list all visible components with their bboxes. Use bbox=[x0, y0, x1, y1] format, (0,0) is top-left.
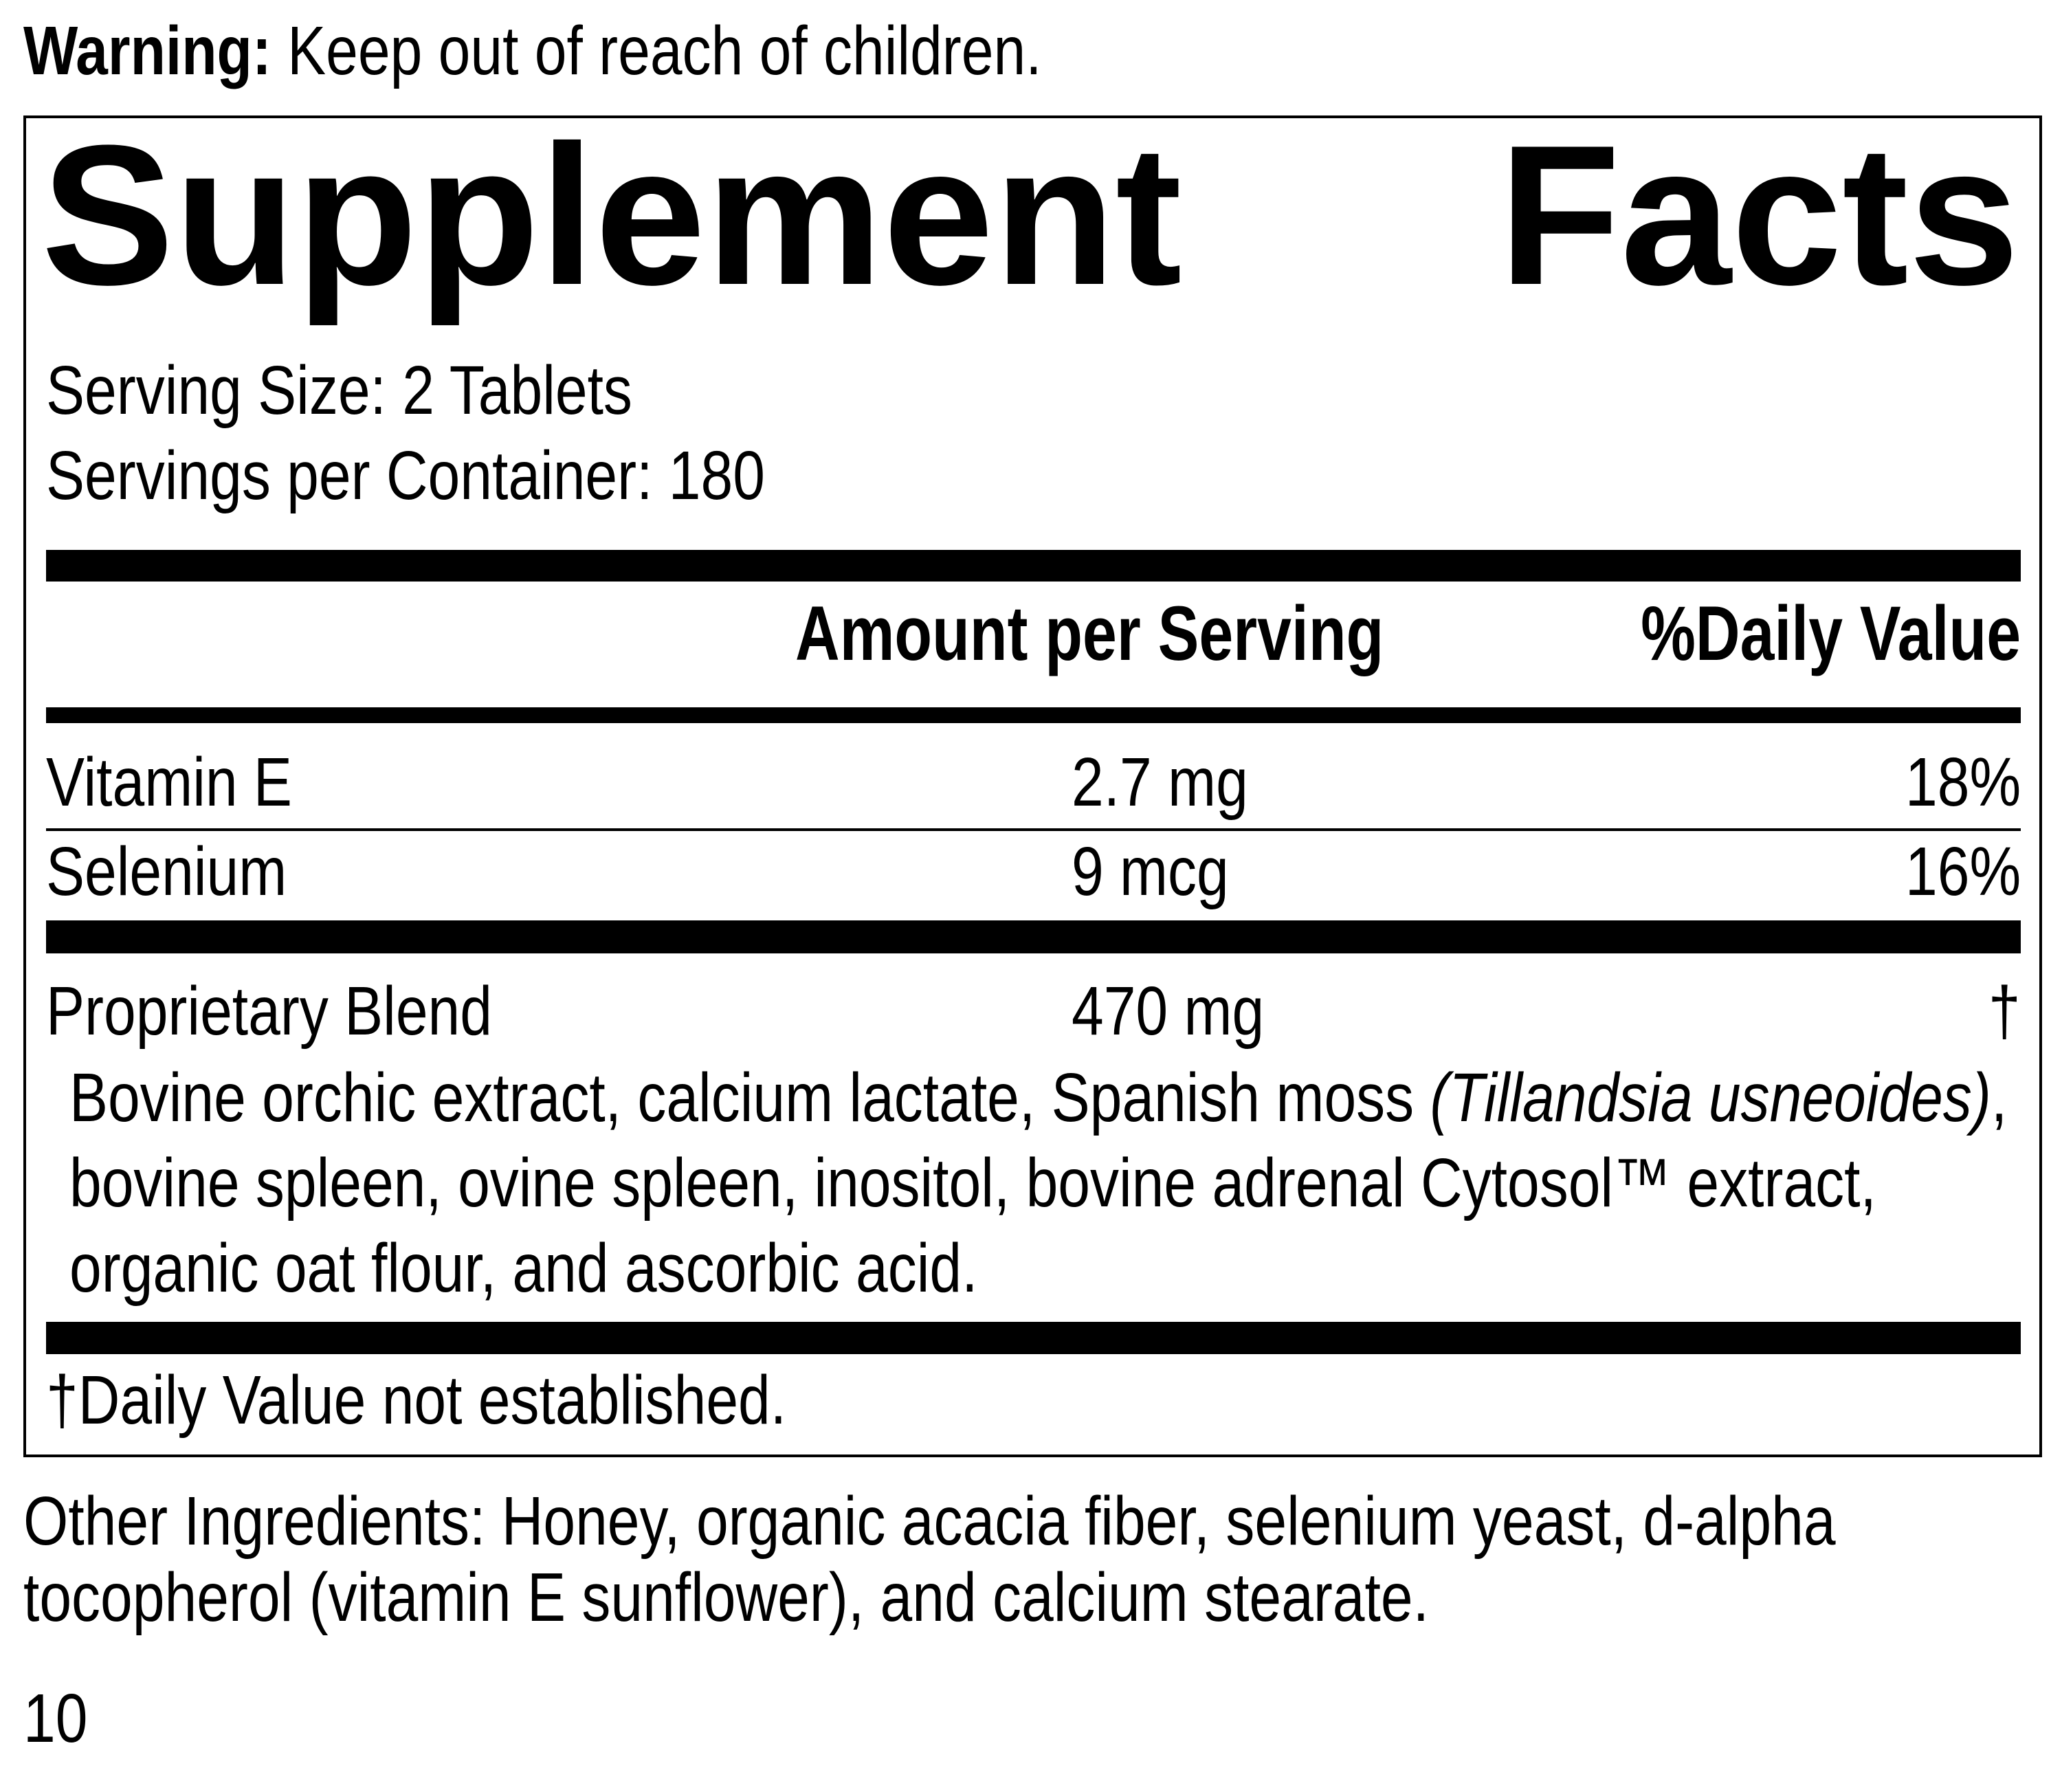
divider-medium bbox=[46, 707, 2021, 723]
nutrient-dv: 18% bbox=[1905, 744, 2021, 821]
nutrient-name: Selenium bbox=[46, 833, 287, 910]
footnote: †Daily Value not established. bbox=[46, 1362, 787, 1439]
blend-ingredients-line: organic oat flour, and ascorbic acid. bbox=[69, 1230, 978, 1307]
divider-thick bbox=[46, 1322, 2021, 1354]
nutrient-dv: 16% bbox=[1905, 833, 2021, 910]
nutrient-name: Proprietary Blend bbox=[46, 973, 492, 1050]
nutrient-name: Vitamin E bbox=[46, 744, 292, 821]
warning: Warning: Keep out of reach of children. bbox=[23, 16, 1042, 85]
nutrient-amount: 2.7 mg bbox=[1072, 744, 1248, 821]
panel-title-facts: Facts bbox=[1498, 104, 2019, 327]
blend-ingredients-line: Bovine orchic extract, calcium lactate, … bbox=[69, 1063, 2007, 1132]
nutrient-amount: 470 mg bbox=[1072, 973, 1265, 1050]
blend-text: , bbox=[1991, 1059, 2008, 1136]
nutrient-amount: 9 mcg bbox=[1072, 833, 1229, 910]
supplement-facts-panel bbox=[23, 115, 2042, 1457]
nutrient-dv: † bbox=[1988, 973, 2021, 1050]
other-ingredients-line: Other Ingredients: Honey, organic acacia… bbox=[23, 1483, 1836, 1560]
serving-size: Serving Size: 2 Tablets bbox=[46, 352, 632, 429]
divider-thin bbox=[46, 828, 2021, 831]
divider-thick bbox=[46, 550, 2021, 582]
divider-thick bbox=[46, 920, 2021, 953]
blend-text: Bovine orchic extract, calcium lactate, … bbox=[69, 1059, 1430, 1136]
column-header-amount: Amount per Serving bbox=[795, 590, 1384, 676]
page-number: 10 bbox=[23, 1680, 88, 1757]
warning-text: Keep out of reach of children. bbox=[271, 12, 1042, 89]
servings-per-container: Servings per Container: 180 bbox=[46, 437, 765, 514]
panel-title-supplement: Supplement bbox=[41, 104, 1182, 327]
warning-label: Warning: bbox=[23, 12, 271, 89]
blend-ingredients-line: bovine spleen, ovine spleen, inositol, b… bbox=[69, 1144, 1876, 1221]
blend-text-italic: (Tillandsia usneoides) bbox=[1430, 1059, 1991, 1136]
other-ingredients-line: tocopherol (vitamin E sunflower), and ca… bbox=[23, 1559, 1429, 1636]
column-header-daily-value: %Daily Value bbox=[1641, 590, 2021, 676]
